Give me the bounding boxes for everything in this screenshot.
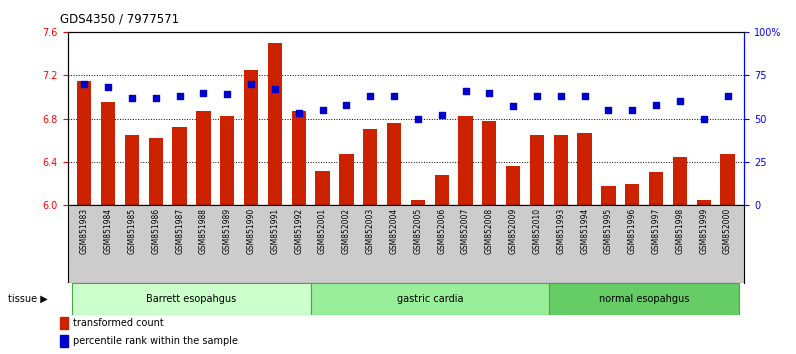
- Text: GSM851988: GSM851988: [199, 208, 208, 254]
- Point: [697, 116, 710, 121]
- Bar: [101, 102, 115, 205]
- Bar: [149, 138, 163, 205]
- Point: [626, 107, 638, 113]
- Bar: [60, 335, 68, 347]
- Point: [531, 93, 544, 99]
- Point: [340, 102, 353, 108]
- Bar: [649, 172, 663, 205]
- Text: normal esopahgus: normal esopahgus: [599, 294, 689, 304]
- Bar: [315, 171, 330, 205]
- Point: [412, 116, 424, 121]
- Bar: [60, 317, 68, 329]
- Point: [268, 86, 281, 92]
- Text: GSM851995: GSM851995: [604, 208, 613, 254]
- Text: GSM851986: GSM851986: [151, 208, 160, 254]
- Text: GSM852008: GSM852008: [485, 208, 494, 254]
- Bar: [125, 135, 139, 205]
- Point: [150, 95, 162, 101]
- Bar: [72, 283, 310, 315]
- Bar: [387, 123, 401, 205]
- Text: gastric cardia: gastric cardia: [396, 294, 463, 304]
- Text: GSM851992: GSM851992: [295, 208, 303, 254]
- Point: [483, 90, 496, 96]
- Bar: [554, 135, 568, 205]
- Bar: [482, 121, 497, 205]
- Text: GSM851987: GSM851987: [175, 208, 184, 254]
- Bar: [244, 70, 258, 205]
- Bar: [310, 283, 549, 315]
- Bar: [696, 200, 711, 205]
- Text: GSM851997: GSM851997: [652, 208, 661, 254]
- Bar: [173, 127, 187, 205]
- Point: [364, 93, 377, 99]
- Bar: [363, 130, 377, 205]
- Bar: [220, 116, 235, 205]
- Text: GSM851990: GSM851990: [247, 208, 256, 254]
- Point: [673, 98, 686, 104]
- Bar: [197, 111, 211, 205]
- Text: GSM851994: GSM851994: [580, 208, 589, 254]
- Text: GSM851993: GSM851993: [556, 208, 565, 254]
- Text: GDS4350 / 7977571: GDS4350 / 7977571: [60, 12, 179, 25]
- Text: percentile rank within the sample: percentile rank within the sample: [72, 336, 237, 346]
- Text: GSM851984: GSM851984: [103, 208, 113, 254]
- Text: GSM852007: GSM852007: [461, 208, 470, 254]
- Point: [292, 110, 305, 116]
- Bar: [411, 200, 425, 205]
- Text: GSM852000: GSM852000: [723, 208, 732, 254]
- Point: [388, 93, 400, 99]
- Point: [459, 88, 472, 94]
- Text: GSM852010: GSM852010: [533, 208, 541, 254]
- Text: GSM852005: GSM852005: [413, 208, 423, 254]
- Text: GSM852001: GSM852001: [318, 208, 327, 254]
- Text: GSM852002: GSM852002: [342, 208, 351, 254]
- Bar: [339, 154, 353, 205]
- Point: [555, 93, 568, 99]
- Text: GSM851999: GSM851999: [699, 208, 708, 254]
- Point: [126, 95, 139, 101]
- Text: GSM852003: GSM852003: [365, 208, 375, 254]
- Text: GSM852009: GSM852009: [509, 208, 517, 254]
- Point: [435, 112, 448, 118]
- Bar: [601, 186, 615, 205]
- Point: [174, 93, 186, 99]
- Point: [507, 104, 520, 109]
- Text: transformed count: transformed count: [72, 318, 163, 328]
- Bar: [625, 184, 639, 205]
- Text: GSM851989: GSM851989: [223, 208, 232, 254]
- Point: [221, 91, 234, 97]
- Point: [316, 107, 329, 113]
- Text: GSM851991: GSM851991: [271, 208, 279, 254]
- Point: [197, 90, 210, 96]
- Text: GSM851996: GSM851996: [628, 208, 637, 254]
- Bar: [577, 133, 591, 205]
- Bar: [720, 154, 735, 205]
- Bar: [458, 116, 473, 205]
- Bar: [435, 175, 449, 205]
- Point: [721, 93, 734, 99]
- Point: [602, 107, 615, 113]
- Point: [244, 81, 257, 87]
- Point: [650, 102, 662, 108]
- Bar: [267, 43, 282, 205]
- Bar: [673, 156, 687, 205]
- Point: [102, 85, 115, 90]
- Bar: [77, 81, 92, 205]
- Bar: [291, 111, 306, 205]
- Text: GSM851985: GSM851985: [127, 208, 136, 254]
- Bar: [549, 283, 739, 315]
- Text: GSM852006: GSM852006: [437, 208, 447, 254]
- Text: GSM851983: GSM851983: [80, 208, 89, 254]
- Text: GSM852004: GSM852004: [389, 208, 399, 254]
- Bar: [506, 166, 521, 205]
- Bar: [530, 135, 544, 205]
- Text: GSM851998: GSM851998: [676, 208, 685, 254]
- Text: Barrett esopahgus: Barrett esopahgus: [146, 294, 236, 304]
- Point: [78, 81, 91, 87]
- Point: [578, 93, 591, 99]
- Text: tissue ▶: tissue ▶: [8, 294, 48, 304]
